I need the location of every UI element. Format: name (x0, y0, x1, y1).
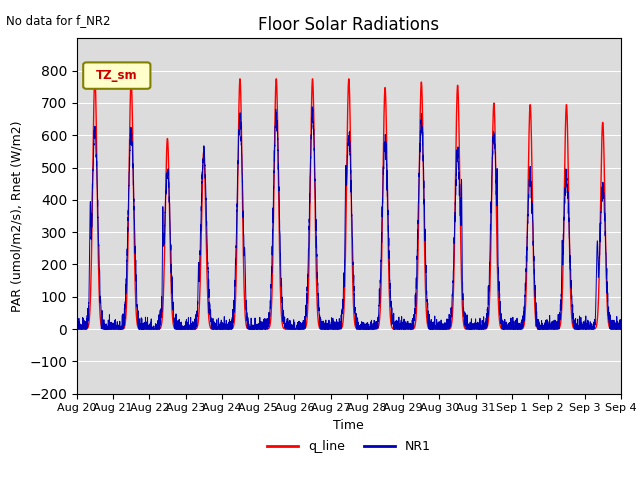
NR1 (329, 326, 337, 332)
NR1 (502, 326, 509, 332)
NR1 (441, 324, 449, 330)
NR1 (73, 326, 81, 332)
NR1 (291, 326, 298, 332)
Line: q_line: q_line (77, 77, 621, 329)
NR1 (308, 104, 316, 110)
NR1 (617, 326, 625, 332)
q_line (617, 326, 625, 332)
q_line (329, 326, 337, 332)
Title: Floor Solar Radiations: Floor Solar Radiations (258, 16, 440, 34)
NR1 (171, 317, 179, 323)
q_line (73, 326, 81, 332)
NR1 (471, 326, 479, 332)
q_line (182, 326, 189, 332)
Text: No data for f_NR2: No data for f_NR2 (6, 14, 111, 27)
Text: TZ_sm: TZ_sm (95, 69, 138, 83)
q_line (171, 325, 179, 331)
q_line (441, 326, 449, 332)
q_line (91, 74, 99, 80)
Legend: q_line, NR1: q_line, NR1 (262, 435, 436, 458)
q_line (502, 326, 509, 332)
q_line (616, 326, 624, 332)
Y-axis label: PAR (umol/m2/s), Rnet (W/m2): PAR (umol/m2/s), Rnet (W/m2) (10, 120, 24, 312)
Line: NR1: NR1 (77, 107, 621, 329)
X-axis label: Time: Time (333, 419, 364, 432)
NR1 (616, 326, 624, 332)
q_line (471, 326, 479, 332)
